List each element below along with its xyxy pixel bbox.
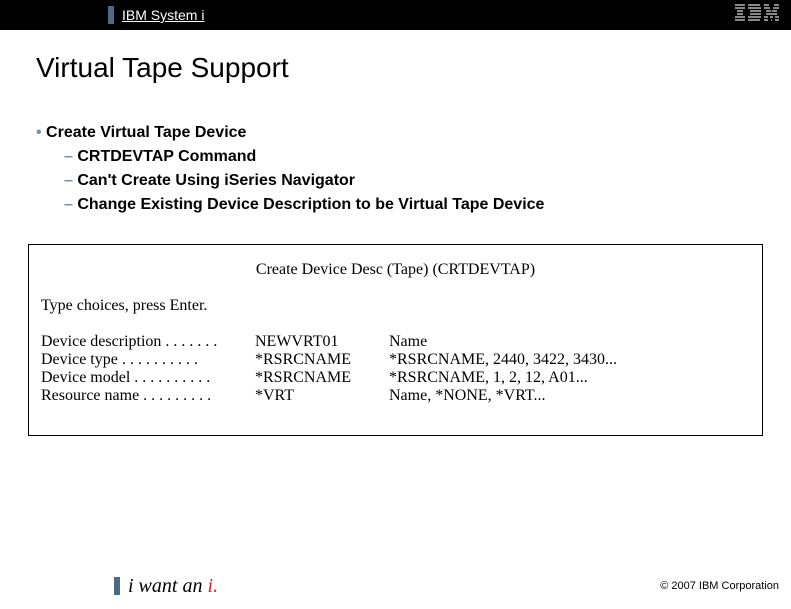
term-value: *RSRCNAME (255, 351, 365, 369)
header-title: IBM System i (122, 7, 204, 23)
header-left: IBM System i (0, 0, 204, 30)
bullet-sub: Change Existing Device Description to be… (64, 196, 791, 214)
footer-accent (114, 577, 120, 595)
terminal-panel: Create Device Desc (Tape) (CRTDEVTAP) Ty… (28, 244, 763, 436)
terminal-col-values: NEWVRT01 *RSRCNAME *RSRCNAME *VRT (255, 333, 365, 405)
terminal-col-hints: Name *RSRCNAME, 2440, 3422, 3430... *RSR… (389, 333, 617, 405)
header-accent (108, 6, 114, 24)
term-hint: Name, *NONE, *VRT... (389, 387, 617, 405)
slogan-em: i. (207, 575, 218, 597)
term-label: Device description . . . . . . . (41, 333, 231, 351)
terminal-title: Create Device Desc (Tape) (CRTDEVTAP) (41, 261, 750, 279)
terminal-instruction: Type choices, press Enter. (41, 297, 750, 315)
term-value: *RSRCNAME (255, 369, 365, 387)
footer-copyright: © 2007 IBM Corporation (660, 580, 779, 592)
footer-left: i want an i. (114, 575, 218, 598)
term-hint: *RSRCNAME, 2440, 3422, 3430... (389, 351, 617, 369)
term-label: Resource name . . . . . . . . . (41, 387, 231, 405)
term-label: Device model . . . . . . . . . . (41, 369, 231, 387)
ibm-logo-icon (735, 4, 779, 27)
footer: i want an i. © 2007 IBM Corporation (0, 571, 791, 601)
term-label: Device type . . . . . . . . . . (41, 351, 231, 369)
footer-slogan: i want an i. (128, 575, 218, 598)
slide-title: Virtual Tape Support (36, 52, 791, 84)
terminal-rows: Device description . . . . . . . Device … (41, 333, 750, 405)
slogan-prefix: i want an (128, 575, 207, 597)
term-value: NEWVRT01 (255, 333, 365, 351)
term-hint: Name (389, 333, 617, 351)
bullet-sub: CRTDEVTAP Command (64, 148, 791, 166)
slide-content: Create Virtual Tape Device CRTDEVTAP Com… (36, 124, 791, 214)
term-value: *VRT (255, 387, 365, 405)
bullet-main: Create Virtual Tape Device (36, 124, 791, 142)
term-hint: *RSRCNAME, 1, 2, 12, A01... (389, 369, 617, 387)
bullet-sub: Can't Create Using iSeries Navigator (64, 172, 791, 190)
terminal-col-labels: Device description . . . . . . . Device … (41, 333, 231, 405)
header-bar: IBM System i (0, 0, 791, 30)
